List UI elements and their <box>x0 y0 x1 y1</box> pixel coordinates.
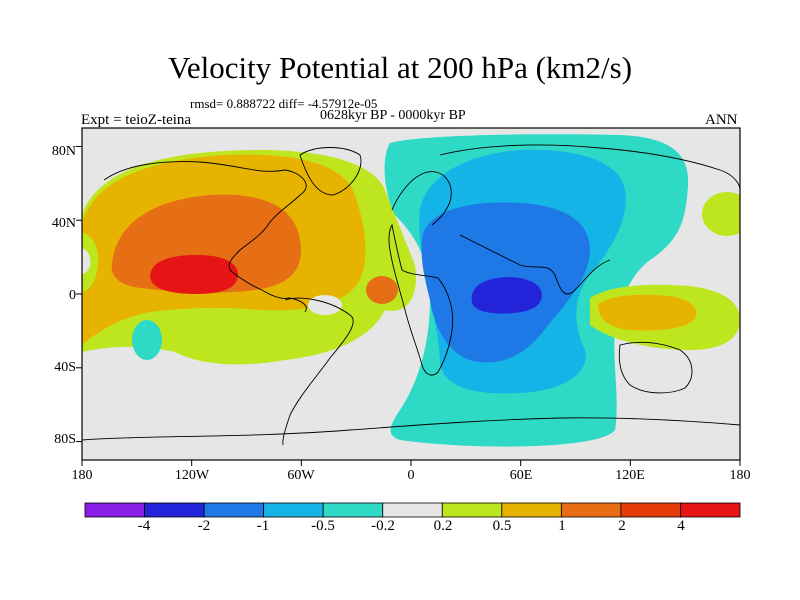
lat-ticks <box>76 145 82 443</box>
colorbar-label: 4 <box>677 518 685 534</box>
coast-south-asia <box>459 234 611 295</box>
colorbar-label: -2 <box>197 518 211 534</box>
lon-label-180E: 180 <box>729 468 751 483</box>
colorbar-label: -0.5 <box>311 518 335 534</box>
coast-antarctica <box>82 417 740 441</box>
colorbar-swatch <box>620 502 681 518</box>
contour-atl-lobe <box>366 276 398 304</box>
colorbar-label: -1 <box>256 518 270 534</box>
coast-asia <box>439 144 740 191</box>
colorbar-swatch <box>263 502 324 518</box>
contour-indo-pos2 <box>598 294 697 331</box>
colorbar-swatch <box>560 502 622 518</box>
colorbar-swatch <box>84 502 145 518</box>
colorbar-swatch <box>501 502 562 518</box>
contour-fill <box>82 128 740 460</box>
coast-europe <box>391 171 452 226</box>
coast-greenland <box>299 147 362 196</box>
plot-title: Velocity Potential at 200 hPa (km2/s) <box>167 50 633 85</box>
coast-north-america <box>103 161 307 313</box>
lat-label-80S: 80S <box>54 432 76 447</box>
lat-label-40N: 40N <box>51 216 76 231</box>
colorbar-swatch <box>144 502 205 518</box>
colorbar-swatch <box>680 502 741 518</box>
colorbar-label: 2 <box>618 518 626 534</box>
lon-label-180W: 180 <box>71 468 93 483</box>
season-label: ANN <box>705 112 738 128</box>
contour-sp-patch <box>132 320 162 360</box>
colorbar-label: 1 <box>558 518 566 534</box>
period-label: 0628kyr BP - 0000kyr BP <box>320 108 466 123</box>
lat-label-40S: 40S <box>54 360 76 375</box>
colorbar-label: 0.5 <box>492 518 512 534</box>
contour-neg-2 <box>471 277 542 314</box>
lon-label-120W: 120W <box>174 468 210 483</box>
lon-ticks <box>81 460 741 466</box>
coast-south-america <box>282 297 354 446</box>
lon-label-60E: 60E <box>509 468 533 483</box>
colorbar-swatch <box>441 502 503 518</box>
colorbar-swatch <box>322 502 384 518</box>
lat-label-0: 0 <box>69 288 76 303</box>
contour-pos-2 <box>150 255 238 294</box>
lon-label-120E: 120E <box>615 468 645 483</box>
colorbar-swatch <box>382 502 443 518</box>
colorbar-label: -4 <box>137 518 151 534</box>
contour-ep-patch <box>308 295 342 315</box>
coast-australia <box>618 341 693 394</box>
colorbar-swatch <box>203 502 265 518</box>
coast-africa <box>388 223 454 376</box>
colorbar-label: -0.2 <box>371 518 395 534</box>
experiment-label: Expt = teioZ-teina <box>81 112 192 128</box>
lon-label-60W: 60W <box>287 468 315 483</box>
contour-wpac-edge2 <box>82 248 91 274</box>
colorbar-label: 0.2 <box>433 518 453 534</box>
coastlines <box>82 144 740 446</box>
lon-label-0: 0 <box>407 468 415 483</box>
contour-npac-pos <box>702 192 740 236</box>
stats-line: rmsd= 0.888722 diff= -4.57912e-05 <box>190 96 378 111</box>
colorbar <box>84 502 741 518</box>
lat-label-80N: 80N <box>51 144 76 159</box>
